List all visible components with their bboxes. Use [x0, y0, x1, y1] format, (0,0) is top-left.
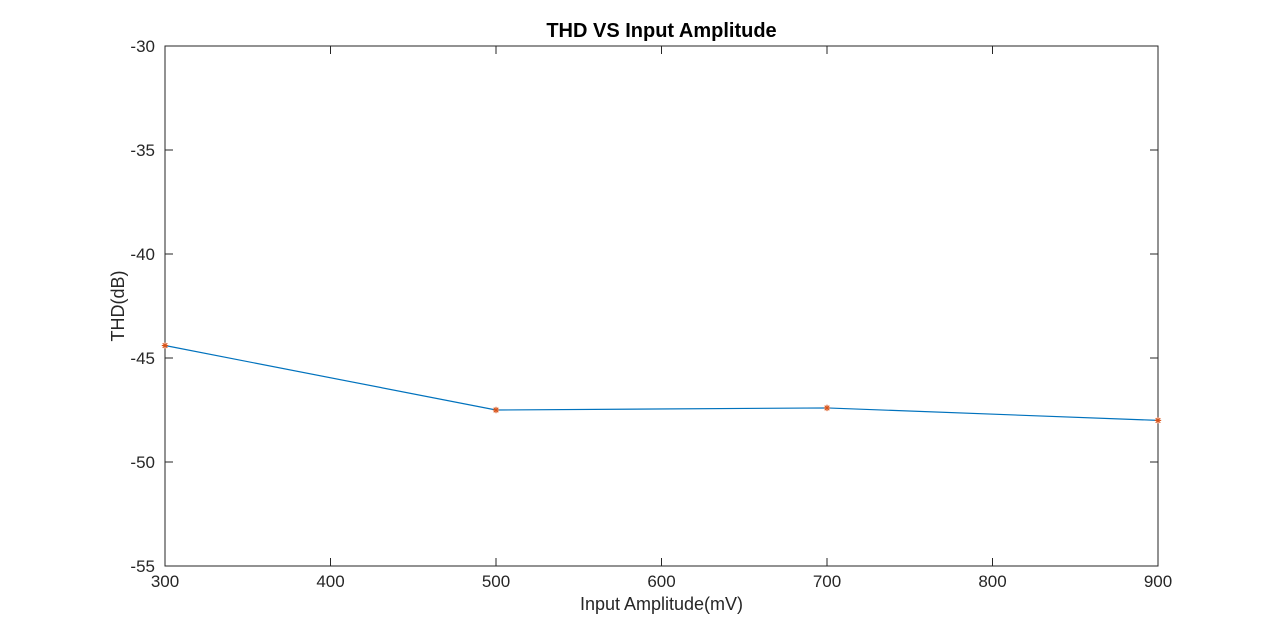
series-line: [164, 344, 1159, 421]
y-tick-label: -30: [130, 37, 155, 56]
data-point: [1154, 417, 1162, 424]
x-axis-label: Input Amplitude(mV): [580, 594, 743, 614]
data-point: [823, 404, 831, 412]
y-tick-label: -35: [130, 141, 155, 160]
x-tick-label: 800: [978, 572, 1006, 591]
x-tick-label: 600: [647, 572, 675, 591]
y-axis-label: THD(dB): [108, 271, 128, 342]
series-layer: [161, 342, 1162, 424]
x-tick-label: 300: [151, 572, 179, 591]
y-tick-label: -45: [130, 349, 155, 368]
data-point: [161, 342, 169, 349]
y-tick-label: -50: [130, 453, 155, 472]
plot-frame: [164, 45, 1159, 567]
data-point: [492, 406, 500, 414]
chart-title: THD VS Input Amplitude: [546, 20, 776, 42]
y-tick-label: -55: [130, 557, 155, 576]
x-tick-label: 900: [1144, 572, 1172, 591]
x-tick-label: 400: [316, 572, 344, 591]
x-tick-label: 700: [813, 572, 841, 591]
y-tick-label: -40: [130, 245, 155, 264]
x-tick-label: 500: [482, 572, 510, 591]
axes: 300 400 500 600 700 800 900 -55 -50 -45 -40 -35 -30: [130, 37, 1172, 591]
